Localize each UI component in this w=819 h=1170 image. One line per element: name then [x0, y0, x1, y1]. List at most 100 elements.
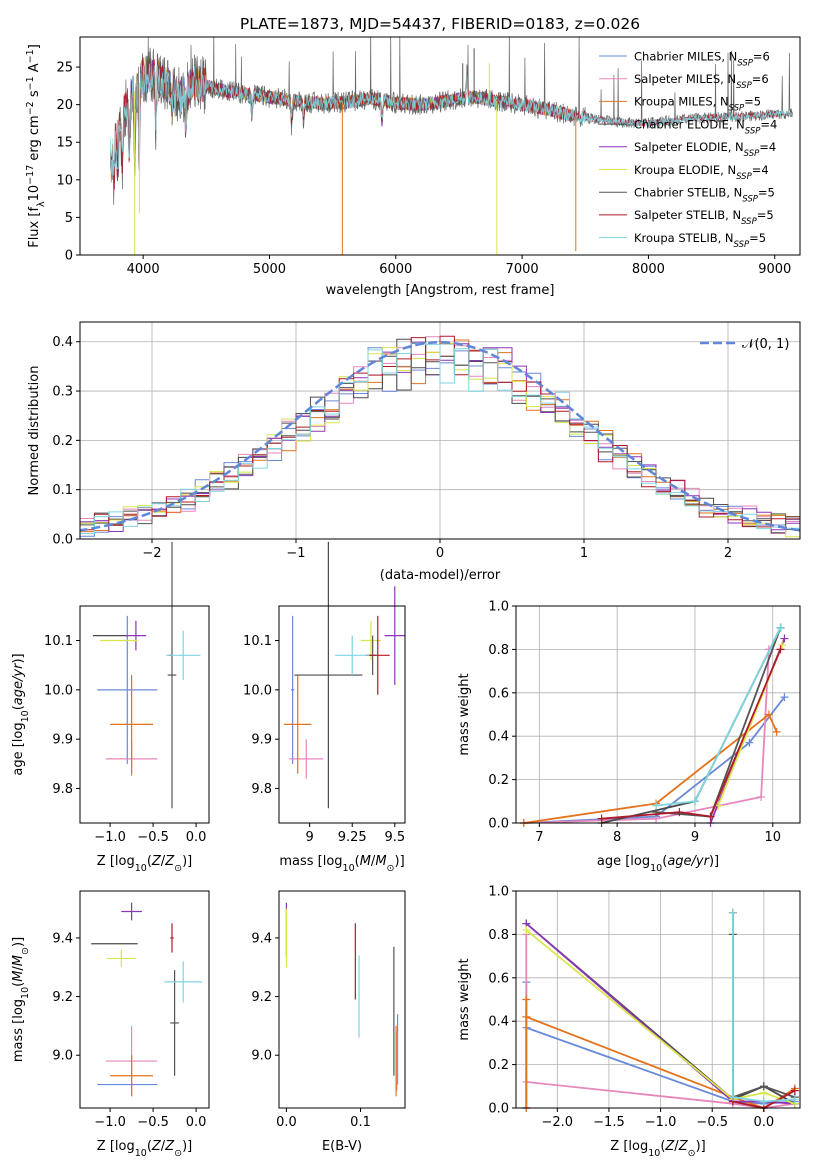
marker-kroupa-stelib: [690, 797, 699, 806]
x-tick-label: −1: [286, 546, 305, 561]
y-tick-label: 0: [65, 249, 73, 264]
x-tick-label: 9: [306, 830, 314, 845]
series-line-salpeter-miles: [109, 58, 577, 186]
x-tick-label: −1.5: [593, 1115, 625, 1130]
y-tick-label: 10.1: [243, 634, 272, 649]
x-axis-label: Z [log10(Z/Z⊙)]: [610, 1139, 705, 1159]
errorbar-salpeter-elodie: [384, 586, 405, 685]
marker-chabrier-miles: [780, 693, 789, 702]
marker-kroupa-stelib: [790, 1095, 799, 1104]
x-tick-label: 7: [535, 830, 543, 845]
y-axis-label: mass weight: [457, 673, 472, 755]
errorbar-chabrier-miles: [97, 615, 158, 764]
x-axis-label: E(B-V): [322, 1139, 362, 1154]
x-tick-label: 2: [724, 546, 732, 561]
series-line-salpeter-miles: [525, 934, 795, 1109]
x-tick-label: 0.0: [186, 830, 207, 845]
x-axis-label: Z [log10(Z/Z⊙)]: [97, 1139, 192, 1159]
y-tick-label: 5: [65, 211, 73, 226]
marker-salpeter-elodie: [780, 634, 789, 643]
series-line-kroupa-stelib: [109, 60, 793, 176]
x-tick-label: 6000: [379, 262, 412, 277]
plot-area: [92, 541, 201, 809]
y-tick-label: 9.4: [52, 931, 73, 946]
axes-frame: [278, 605, 406, 824]
x-tick-label: 0.0: [276, 1115, 297, 1130]
y-tick-label: 10.0: [243, 683, 272, 698]
plot-area: [285, 902, 399, 1097]
x-tick-label: −0.5: [137, 1115, 169, 1130]
series-line-chabrier-miles: [523, 696, 786, 824]
y-tick-label: 9.8: [52, 782, 73, 797]
x-axis-label: wavelength [Angstrom, rest frame]: [326, 283, 555, 298]
y-tick-label: 9.0: [251, 1049, 272, 1064]
y-tick-label: 0.0: [488, 817, 509, 832]
marker-kroupa-stelib: [759, 1097, 768, 1106]
errorbar-salpeter-miles: [289, 739, 324, 779]
marker-salpeter-miles: [757, 792, 766, 801]
series-line-salpeter-elodie: [525, 922, 795, 1105]
plot-area: [80, 335, 800, 538]
x-tick-label: −0.5: [696, 1115, 728, 1130]
x-tick-label: 9.25: [338, 830, 367, 845]
errorbar-salpeter-elodie: [125, 620, 147, 651]
errorbar-chabrier-stelib: [167, 541, 177, 809]
x-tick-label: 9: [691, 830, 699, 845]
errorbar-kroupa-stelib: [166, 630, 201, 680]
legend-label-kroupa-stelib: Kroupa STELIB, NSSP=5: [634, 231, 766, 250]
y-tick-label: 0.4: [488, 730, 509, 745]
marker-kroupa-stelib: [652, 801, 661, 810]
x-tick-label: −2: [142, 546, 161, 561]
errorbar-salpeter-elodie: [121, 902, 142, 921]
x-tick-label: 4000: [127, 262, 160, 277]
y-tick-label: 9.2: [52, 990, 73, 1005]
legend-label-kroupa-elodie: Kroupa ELODIE, NSSP=4: [634, 163, 769, 182]
x-axis-label: (data-model)/error: [380, 568, 501, 583]
spectrum-panel: 4000 5000 6000 7000 8000 9000 0 5 10 15 20 25 PLATE=…: [25, 15, 801, 298]
y-tick-label: 0.2: [488, 1058, 509, 1073]
x-tick-label: 10: [764, 830, 781, 845]
axes-frame: [79, 605, 210, 824]
series-line-kroupa-elodie: [525, 929, 796, 1105]
y-tick-label: 9.4: [251, 931, 272, 946]
x-axis-label: Z [log10(Z/Z⊙)]: [97, 854, 192, 874]
x-tick-label: 8000: [632, 262, 665, 277]
y-tick-label: 9.0: [52, 1049, 73, 1064]
x-tick-label: 1: [580, 546, 588, 561]
series-line-salpeter-miles: [523, 649, 770, 824]
y-tick-label: 0.4: [52, 335, 73, 350]
series-line-kroupa-miles: [523, 713, 778, 824]
errorbar-chabrier-stelib: [170, 970, 179, 1076]
plot-area: [519, 623, 789, 827]
errorbar-kroupa-stelib: [164, 961, 203, 1003]
x-tick-label: −1.0: [645, 1115, 677, 1130]
legend-label-chabrier-elodie: Chabrier ELODIE, NSSP=4: [634, 117, 777, 136]
y-tick-label: 0.6: [488, 686, 509, 701]
marker-kroupa-miles: [764, 710, 773, 719]
y-tick-label: 1.0: [488, 600, 509, 615]
y-axis-label: Normed distribution: [27, 366, 42, 496]
mass-weight-vs-metallicity-panel: −2.0 −1.5 −1.0 −0.5 0.0 0.0 0.2 0.4 0.6 0.8 1.0 Z […: [457, 885, 801, 1159]
y-axis-label: mass [log10(M/M⊙)]: [11, 937, 31, 1062]
x-tick-label: −1.0: [94, 1115, 126, 1130]
y-tick-label: 0.8: [488, 928, 509, 943]
chart-title: PLATE=1873, MJD=54437, FIBERID=0183, z=0…: [240, 15, 640, 33]
mass-vs-metallicity-panel: −1.0 −0.5 0.0 9.0 9.2 9.4 Z [log10(Z/Z⊙)] mass …: [11, 890, 210, 1159]
age-vs-mass-panel: 9 9.25 9.5 9.8 9.9 10.0 10.1 mass [log10(M/M⊙)]: [243, 541, 406, 874]
legend-label-kroupa-miles: Kroupa MILES, NSSP=5: [634, 95, 761, 114]
legend-label-chabrier-miles: Chabrier MILES, NSSP=6: [634, 49, 770, 68]
y-tick-label: 0.2: [52, 434, 73, 449]
marker-salpeter-stelib: [790, 1086, 799, 1095]
plot-area: [91, 902, 203, 1097]
y-tick-label: 10: [56, 173, 73, 188]
x-axis-label: mass [log10(M/M⊙)]: [279, 854, 404, 874]
mass-vs-extinction-panel: 0.0 0.1 9.0 9.2 9.4 E(B-V): [251, 890, 406, 1154]
axes-frame: [79, 890, 210, 1109]
marker-kroupa-elodie: [778, 641, 787, 650]
x-tick-label: −1.0: [94, 830, 126, 845]
gaussian-curve: [80, 340, 800, 532]
marker-chabrier-stelib: [759, 1082, 768, 1091]
marker-kroupa-miles: [522, 1012, 531, 1021]
y-tick-label: 10.0: [44, 683, 73, 698]
y-tick-label: 0.0: [52, 533, 73, 548]
